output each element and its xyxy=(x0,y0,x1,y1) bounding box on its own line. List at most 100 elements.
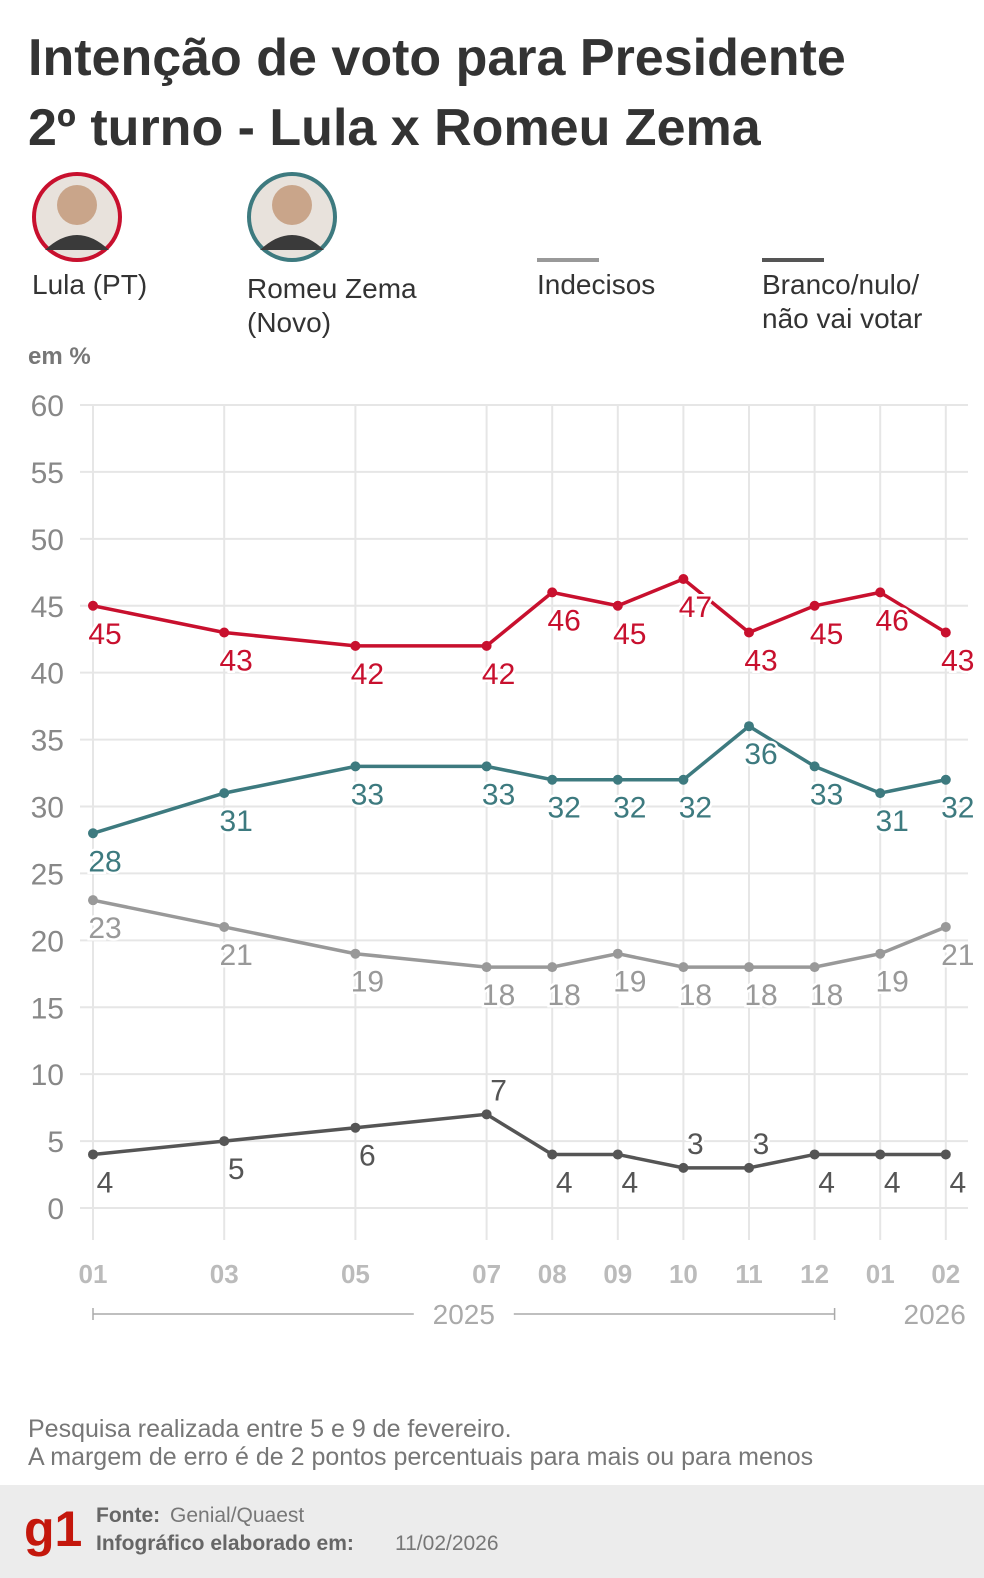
y-tick-label: 45 xyxy=(31,591,64,624)
y-tick-label: 40 xyxy=(31,658,64,691)
x-tick-label: 09 xyxy=(603,1259,632,1289)
legend-photo xyxy=(247,172,337,262)
x-tick-label: 02 xyxy=(931,1259,960,1289)
point xyxy=(88,828,98,839)
legend-label: Branco/nulo/ não vai votar xyxy=(762,269,923,334)
x-tick-label: 12 xyxy=(800,1259,829,1289)
point xyxy=(744,1162,754,1173)
point xyxy=(612,600,623,611)
data-label: 31 xyxy=(876,805,909,838)
data-label: 46 xyxy=(548,604,581,637)
data-label: 45 xyxy=(88,618,121,651)
data-label: 47 xyxy=(679,591,712,624)
data-label: 43 xyxy=(744,645,777,678)
point xyxy=(940,921,951,932)
data-label: 4 xyxy=(884,1166,901,1199)
point xyxy=(678,774,689,785)
point xyxy=(875,587,886,598)
photo-head xyxy=(272,185,312,225)
y-tick-label: 0 xyxy=(47,1193,64,1226)
point xyxy=(547,1149,558,1160)
data-label: 3 xyxy=(753,1128,770,1161)
photo-body xyxy=(260,235,324,250)
data-label: 33 xyxy=(482,778,515,811)
year-label: 2026 xyxy=(904,1299,966,1330)
data-label: 4 xyxy=(949,1166,966,1199)
y-tick-label: 20 xyxy=(31,925,64,958)
data-label: 45 xyxy=(613,618,646,651)
point xyxy=(481,1109,492,1120)
data-label: 32 xyxy=(679,792,712,825)
point xyxy=(481,761,492,772)
point xyxy=(481,640,492,651)
data-label: 5 xyxy=(228,1153,245,1186)
legend-label: Indecisos xyxy=(537,269,656,300)
footer-band xyxy=(0,1485,984,1578)
point xyxy=(88,600,98,611)
data-label: 33 xyxy=(810,778,843,811)
data-label: 18 xyxy=(548,979,581,1012)
point xyxy=(350,640,361,651)
point xyxy=(678,1162,689,1173)
data-label: 21 xyxy=(941,939,974,972)
x-tick-label: 08 xyxy=(538,1259,567,1289)
x-tick-label: 07 xyxy=(472,1259,501,1289)
data-label: 21 xyxy=(220,939,253,972)
legend-photo xyxy=(32,172,122,262)
chart-title: 2º turno - Lula x Romeu Zema xyxy=(28,99,762,157)
source-label: Fonte: xyxy=(96,1504,160,1527)
data-label: 19 xyxy=(876,966,909,999)
y-tick-label: 35 xyxy=(31,725,64,758)
data-label: 4 xyxy=(556,1166,573,1199)
date: 11/02/2026 xyxy=(395,1532,499,1555)
logo: g1 xyxy=(24,1501,82,1557)
data-label: 4 xyxy=(97,1166,114,1199)
data-label: 6 xyxy=(359,1140,376,1173)
point xyxy=(940,774,951,785)
data-label: 7 xyxy=(490,1074,507,1107)
y-tick-label: 25 xyxy=(31,858,64,891)
y-axis-label: em % xyxy=(28,343,91,370)
data-label: 32 xyxy=(941,792,974,825)
note: Pesquisa realizada entre 5 e 9 de fevere… xyxy=(28,1415,512,1443)
year-bracket: 2025 xyxy=(92,1298,836,1330)
y-tick-label: 55 xyxy=(31,457,64,490)
data-label: 36 xyxy=(744,738,777,771)
data-label: 4 xyxy=(818,1166,835,1199)
point xyxy=(350,1122,361,1133)
point xyxy=(88,895,98,906)
y-tick-label: 10 xyxy=(31,1059,64,1092)
point xyxy=(744,627,754,638)
y-tick-label: 30 xyxy=(31,792,64,825)
data-label: 43 xyxy=(941,645,974,678)
point xyxy=(612,948,623,959)
data-label: 32 xyxy=(548,792,581,825)
data-label: 45 xyxy=(810,618,843,651)
note: A margem de erro é de 2 pontos percentua… xyxy=(28,1443,813,1471)
year-label: 2025 xyxy=(433,1299,495,1330)
data-label: 32 xyxy=(613,792,646,825)
y-tick-label: 15 xyxy=(31,992,64,1025)
photo-head xyxy=(57,185,97,225)
legend-label: Romeu Zema (Novo) xyxy=(247,273,417,338)
data-label: 46 xyxy=(876,604,909,637)
point xyxy=(809,761,820,772)
point xyxy=(481,962,492,973)
x-tick-label: 05 xyxy=(341,1259,370,1289)
x-tick-label: 11 xyxy=(735,1259,763,1289)
point xyxy=(875,948,886,959)
year-gap xyxy=(413,1298,514,1330)
point xyxy=(88,1149,98,1160)
point xyxy=(219,627,230,638)
point xyxy=(612,1149,623,1160)
point xyxy=(809,962,820,973)
point xyxy=(219,921,230,932)
point xyxy=(547,587,558,598)
data-label: 19 xyxy=(613,966,646,999)
point xyxy=(219,788,230,799)
data-label: 18 xyxy=(679,979,712,1012)
y-tick-label: 5 xyxy=(47,1126,64,1159)
point xyxy=(940,1149,951,1160)
